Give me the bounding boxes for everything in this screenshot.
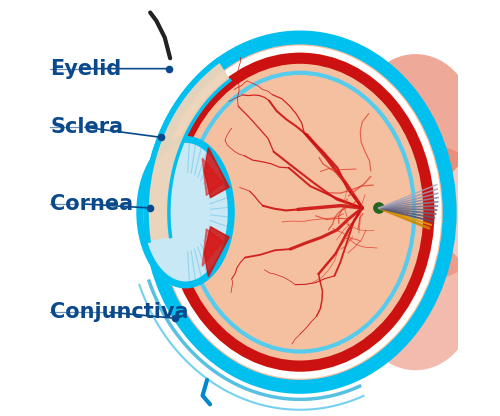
Polygon shape xyxy=(202,229,223,266)
Ellipse shape xyxy=(140,139,232,285)
Text: Conjunctiva: Conjunctiva xyxy=(50,302,189,322)
Text: Sclera: Sclera xyxy=(50,117,124,137)
Polygon shape xyxy=(146,61,230,240)
Ellipse shape xyxy=(358,54,474,187)
Ellipse shape xyxy=(358,237,474,370)
Ellipse shape xyxy=(150,37,450,387)
Text: Eyelid: Eyelid xyxy=(50,59,122,79)
Circle shape xyxy=(373,202,385,214)
Polygon shape xyxy=(204,148,229,198)
Ellipse shape xyxy=(374,146,490,279)
Text: Cornea: Cornea xyxy=(50,194,134,214)
Polygon shape xyxy=(202,158,223,196)
Polygon shape xyxy=(204,227,229,277)
Polygon shape xyxy=(146,61,230,240)
